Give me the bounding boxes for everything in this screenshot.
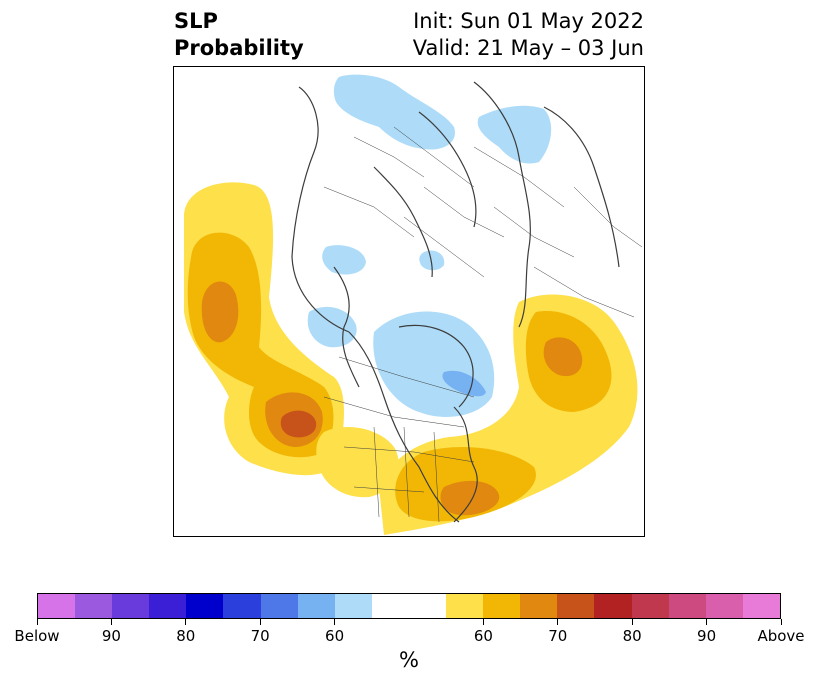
colorbar-cell [38,594,76,618]
colorbar-cell [149,594,187,618]
title-line-1: SLP [174,9,218,33]
colorbar-cell [112,594,150,618]
colorbar-cell [705,594,743,618]
colorbar-tick-label: 70 [548,627,568,645]
colorbar-tick [36,619,38,625]
title-line-2: Probability [174,36,304,60]
map-subtitle: Init: Sun 01 May 2022 Valid: 21 May – 03… [413,8,644,62]
coastlines [291,81,620,523]
colorbar-cell [594,594,632,618]
colorbar-cell [260,594,298,618]
europe-below-60 [477,105,552,164]
init-date: Init: Sun 01 May 2022 [413,9,644,33]
colorbar-cell [371,594,409,618]
colorbar-tick-label: Above [757,627,805,645]
colorbar-tick-label: 80 [622,627,642,645]
colorbar-cell [631,594,669,618]
atlantic-above-70-south [440,480,500,516]
canada-below-60 [373,311,495,417]
colorbar-tick-label: 60 [473,627,493,645]
borders [323,126,643,523]
map-title: SLP Probability [174,8,304,62]
hudson-below-65 [442,370,486,397]
colorbar-cell [297,594,335,618]
colorbar-tick-label: 80 [176,627,196,645]
colorbar-cell [223,594,261,618]
colorbar-cell [742,594,780,618]
colorbar-tick [334,619,336,625]
colorbar-tick [110,619,112,625]
map-canvas [184,74,643,535]
pacific-above-75 [280,410,317,438]
colorbar-cell [186,594,224,618]
colorbar-tick-label: 90 [697,627,717,645]
colorbar-tick [631,619,633,625]
colorbar-tick-label: Below [14,627,60,645]
colorbar [37,593,781,619]
colorbar-cell [75,594,113,618]
colorbar-cell [446,594,484,618]
pacific-above-70-west [201,281,239,343]
colorbar-tick-label: 60 [325,627,345,645]
colorbar-tick [706,619,708,625]
colorbar-cell [668,594,706,618]
valid-range: Valid: 21 May – 03 Jun [412,36,644,60]
map-panel [173,66,645,537]
colorbar-tick [259,619,261,625]
atlantic-above-70-east [543,337,583,377]
colorbar-tick [185,619,187,625]
colorbar-tick [482,619,484,625]
colorbar-tick-label: 90 [101,627,121,645]
western-us-above-60 [316,427,399,498]
siberia-below-60 [333,74,455,150]
alaska-below-60 [307,306,357,348]
colorbar-cell [483,594,521,618]
colorbar-cell [334,594,372,618]
colorbar-units: % [399,648,419,672]
colorbar-cell [557,594,595,618]
bering-below-60 [322,245,366,275]
central-asia-below-60 [419,250,445,271]
colorbar-cell [520,594,558,618]
colorbar-tick [780,619,782,625]
colorbar-cell [408,594,447,618]
colorbar-tick-label: 70 [250,627,270,645]
colorbar-tick [557,619,559,625]
